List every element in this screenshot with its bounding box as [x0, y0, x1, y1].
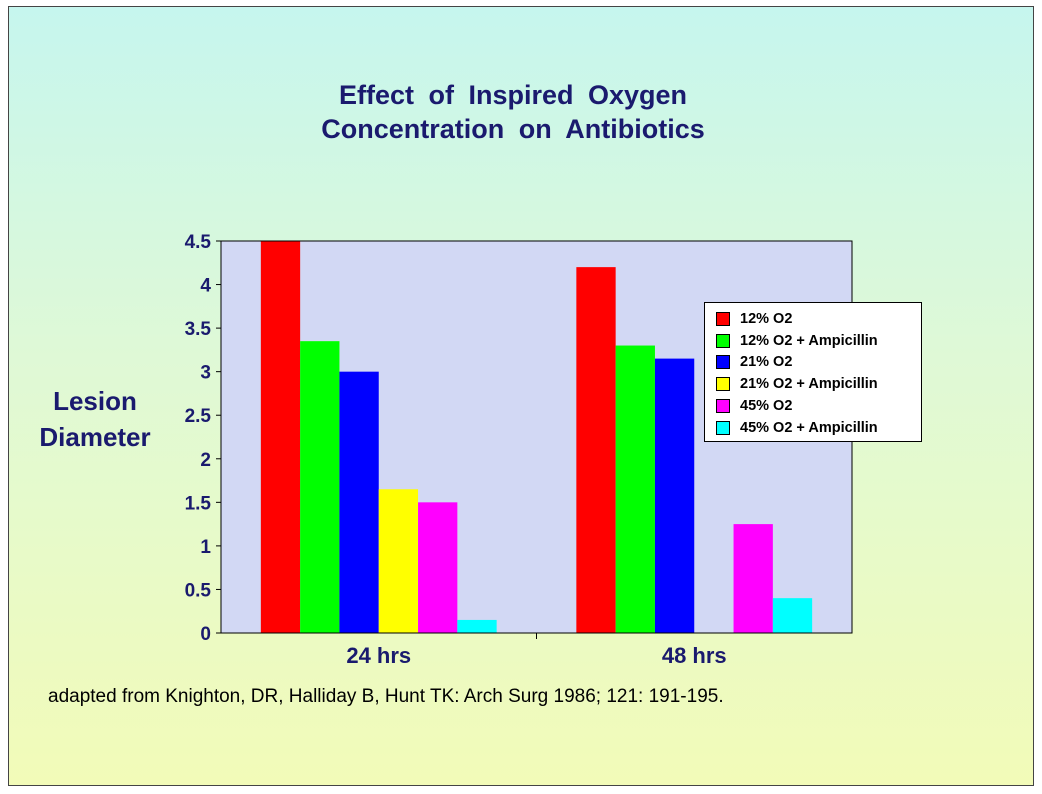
- legend-label: 12% O2 + Ampicillin: [740, 332, 878, 349]
- y-axis-label-line2: Diameter: [39, 422, 151, 452]
- x-category-label: 24 hrs: [346, 643, 411, 668]
- bar: [418, 502, 458, 633]
- y-tick-label: 0.5: [185, 580, 212, 601]
- y-tick-label: 4: [200, 276, 211, 297]
- legend-swatch: [716, 399, 730, 414]
- chart-title-line2: Concentration on Antibiotics: [321, 114, 705, 144]
- legend-item: 45% O2: [716, 395, 921, 417]
- source-footnote: adapted from Knighton, DR, Halliday B, H…: [48, 686, 724, 707]
- legend-item: 21% O2: [716, 352, 921, 374]
- y-tick-label: 1.5: [185, 493, 212, 514]
- legend-item: 12% O2: [716, 308, 921, 330]
- chart-legend: 12% O2 12% O2 + Ampicillin 21% O2 21% O2 + …: [704, 302, 922, 442]
- legend-swatch: [716, 377, 730, 392]
- bar: [260, 241, 301, 633]
- bar: [300, 341, 340, 633]
- y-tick-label: 0: [200, 624, 211, 645]
- y-tick-label: 1: [200, 537, 211, 558]
- bar: [378, 489, 419, 633]
- y-tick-label: 3: [200, 363, 211, 384]
- legend-swatch: [716, 355, 730, 370]
- legend-swatch: [716, 420, 730, 435]
- legend-item: 45% O2 + Ampicillin: [716, 417, 921, 439]
- bar: [615, 345, 655, 633]
- legend-label: 21% O2: [740, 354, 793, 371]
- bar: [457, 619, 497, 633]
- legend-label: 45% O2: [740, 398, 793, 415]
- legend-swatch: [716, 311, 730, 326]
- y-tick-label: 2: [200, 450, 211, 471]
- y-tick-label: 3.5: [185, 319, 212, 340]
- x-category-label: 48 hrs: [662, 643, 727, 668]
- y-tick-label: 2.5: [185, 406, 212, 427]
- bar: [772, 598, 813, 633]
- legend-label: 21% O2 + Ampicillin: [740, 376, 878, 393]
- legend-item: 12% O2 + Ampicillin: [716, 330, 921, 352]
- bar: [654, 358, 695, 633]
- bar: [576, 267, 616, 633]
- legend-label: 12% O2: [740, 310, 793, 327]
- legend-item: 21% O2 + Ampicillin: [716, 373, 921, 395]
- chart-title-line1: Effect of Inspired Oxygen: [338, 80, 688, 110]
- legend-swatch: [716, 333, 730, 348]
- y-tick-label: 4.5: [185, 232, 212, 253]
- bar: [339, 371, 379, 633]
- legend-label: 45% O2 + Ampicillin: [740, 419, 878, 436]
- y-axis-label-line1: Lesion: [53, 386, 137, 416]
- bar: [733, 524, 773, 633]
